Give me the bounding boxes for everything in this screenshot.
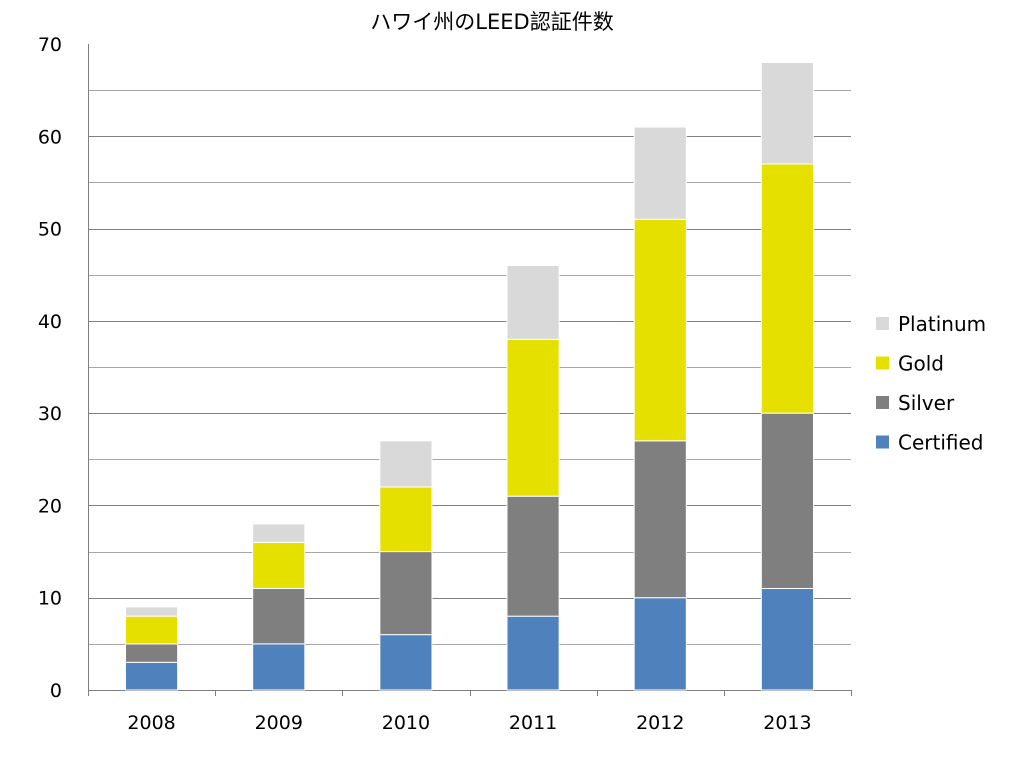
bar-segment-silver	[760, 412, 814, 589]
bar-segment-certified	[125, 661, 179, 691]
axes	[88, 44, 852, 696]
y-tick-label: 70	[38, 34, 62, 56]
bar-segment-gold	[633, 218, 687, 442]
bar-segment-silver	[379, 551, 433, 636]
bar-segment-platinum	[252, 523, 306, 543]
legend: Platinum Gold Silver Certified	[876, 312, 986, 455]
gridlines	[88, 90, 851, 645]
x-tick-label: 2013	[763, 712, 811, 734]
x-tick-label: 2011	[509, 712, 557, 734]
bar-segment-platinum	[125, 606, 179, 617]
y-tick-label: 30	[38, 403, 62, 425]
legend-label-silver: Silver	[898, 391, 955, 415]
legend-label-platinum: Platinum	[898, 312, 986, 336]
bar-segment-certified	[633, 597, 687, 691]
bar-segment-gold	[125, 615, 179, 645]
bar-segments	[125, 61, 814, 691]
x-tick-label: 2012	[636, 712, 684, 734]
bar-segment-gold	[252, 541, 306, 589]
y-tick-label: 20	[38, 495, 62, 517]
x-tick-label: 2009	[255, 712, 303, 734]
bar-segment-certified	[252, 643, 306, 691]
x-axis-tick-labels: 2008 2009 2010 2011 2012 2013	[127, 712, 811, 734]
bar-segment-platinum	[760, 61, 814, 165]
bar-segment-certified	[379, 634, 433, 691]
bar-segment-platinum	[506, 264, 560, 340]
legend-swatch-certified	[876, 435, 889, 449]
legend-label-gold: Gold	[898, 352, 944, 376]
legend-swatch-platinum	[876, 317, 889, 330]
bar-segment-platinum	[379, 440, 433, 488]
bar-segment-silver	[506, 495, 560, 617]
y-tick-label: 60	[38, 126, 62, 148]
bar-segment-gold	[506, 338, 560, 497]
y-tick-label: 10	[38, 588, 62, 610]
chart-title: ハワイ州のLEED認証件数	[370, 10, 613, 34]
legend-swatch-gold	[876, 356, 889, 370]
bar-segment-silver	[252, 587, 306, 645]
bar-segment-gold	[760, 163, 814, 414]
bar-segment-gold	[379, 486, 433, 553]
bar-segment-certified	[506, 615, 560, 691]
y-axis-tick-labels: 0 10 20 30 40 50 60 70	[38, 34, 62, 702]
bar-segment-certified	[760, 587, 814, 691]
x-tick-label: 2010	[382, 712, 430, 734]
y-tick-label: 50	[38, 219, 62, 241]
legend-swatch-silver	[876, 396, 889, 409]
bar-segment-silver	[633, 440, 687, 599]
y-tick-label: 40	[38, 311, 62, 333]
bar-segment-silver	[125, 643, 179, 663]
bar-segment-platinum	[633, 126, 687, 220]
legend-label-certified: Certified	[898, 431, 984, 455]
y-tick-label: 0	[50, 680, 62, 702]
x-tick-label: 2008	[127, 712, 175, 734]
